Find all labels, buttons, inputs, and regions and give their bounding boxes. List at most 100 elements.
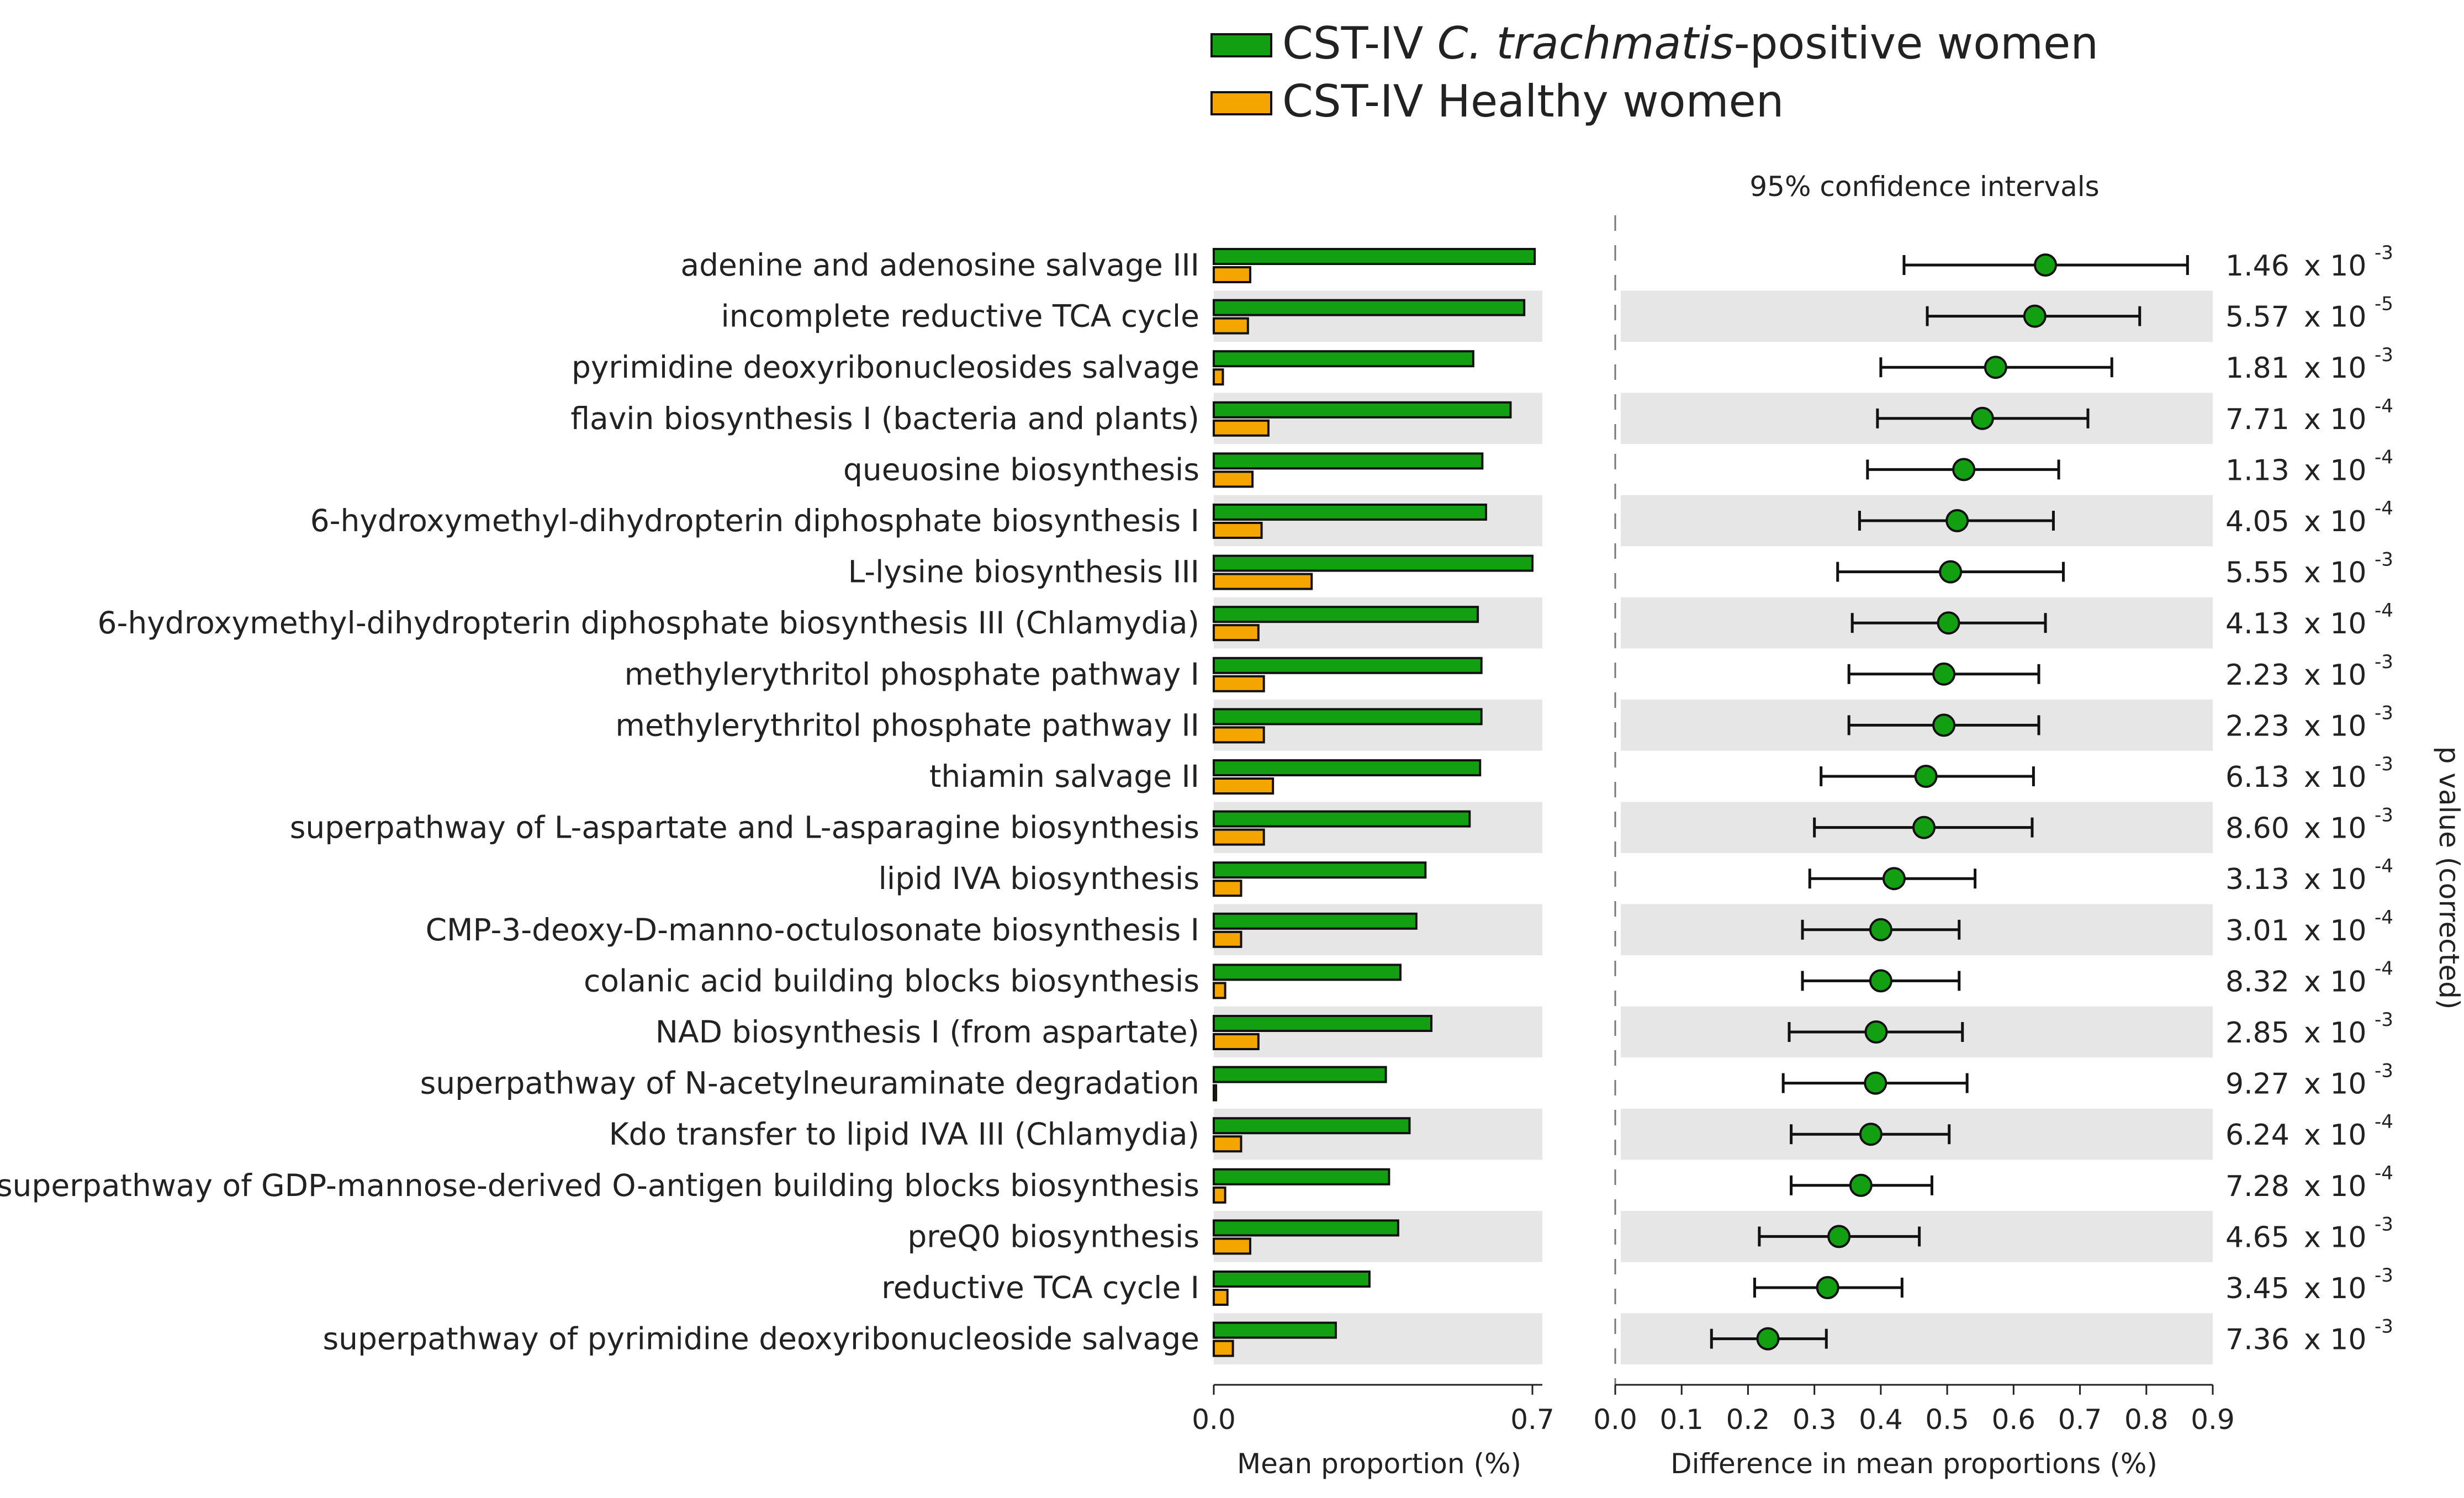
bar-ctrach-positive xyxy=(1213,708,1483,726)
ci-point-marker xyxy=(1932,713,1956,737)
legend-label-1: CST-IV C. trachmatis-positive women xyxy=(1282,18,2098,69)
p-value-mantissa: 1.13 xyxy=(2225,454,2289,487)
category-label: L-lysine biosynthesis III xyxy=(848,554,1199,590)
ci-point-marker xyxy=(1869,969,1892,993)
ci-x-tick-label: 0.2 xyxy=(1726,1404,1770,1436)
category-label: methylerythritol phosphate pathway II xyxy=(615,707,1199,743)
bar-healthy xyxy=(1213,419,1270,437)
bar-panel: adenine and adenosine salvage III incompl… xyxy=(0,247,1554,1480)
bar-healthy xyxy=(1213,1186,1226,1204)
ci-point-marker xyxy=(1882,867,1906,891)
ci-point-marker xyxy=(1859,1123,1883,1146)
ci-point-marker xyxy=(1869,918,1892,941)
ci-point-marker xyxy=(1864,1071,1887,1095)
row-stripes xyxy=(1214,290,2213,1364)
p-value-mantissa: 4.13 xyxy=(2225,607,2289,641)
bar-ctrach-positive xyxy=(1213,1271,1371,1288)
p-value-exponent: -4 xyxy=(2375,446,2393,468)
ci-point-marker xyxy=(1912,816,1936,839)
bar-healthy xyxy=(1213,1084,1218,1102)
category-label: 6-hydroxymethyl-dihydropterin diphosphat… xyxy=(310,503,1199,538)
legend-label-2: CST-IV Healthy women xyxy=(1282,76,1784,127)
ci-x-tick-label: 0.0 xyxy=(1593,1404,1637,1436)
legend-label-1-part1: CST-IV xyxy=(1282,18,1437,69)
category-label: superpathway of pyrimidine deoxyribonucl… xyxy=(322,1321,1199,1357)
bar-ctrach-positive xyxy=(1213,1015,1433,1032)
p-value-exponent: -3 xyxy=(2375,804,2393,827)
bar-healthy xyxy=(1213,266,1251,283)
p-value-axis-label: p value (corrected) xyxy=(2433,747,2464,1010)
ci-point-marker xyxy=(1932,662,1956,686)
p-value-base: x 10 xyxy=(2304,761,2366,794)
bar-ctrach-positive xyxy=(1213,452,1484,470)
p-value-base: x 10 xyxy=(2304,607,2366,641)
p-value-exponent: -3 xyxy=(2375,1213,2393,1235)
bar-healthy xyxy=(1213,777,1275,795)
p-value-exponent: -3 xyxy=(2375,549,2393,571)
category-label: 6-hydroxymethyl-dihydropterin diphosphat… xyxy=(98,605,1199,641)
category-label: queuosine biosynthesis xyxy=(843,452,1199,487)
p-value-exponent: -4 xyxy=(2375,1162,2393,1184)
legend-label-2-part1: CST-IV Healthy women xyxy=(1282,76,1784,127)
ci-point-marker xyxy=(1952,458,1976,481)
ci-x-tick-label: 0.1 xyxy=(1659,1404,1704,1436)
legend-swatch-1 xyxy=(1210,33,1272,57)
p-value-exponent: -4 xyxy=(2375,907,2393,929)
p-value-mantissa: 6.24 xyxy=(2225,1119,2289,1152)
category-label: superpathway of L-aspartate and L-aspara… xyxy=(290,810,1199,845)
bar-healthy xyxy=(1213,573,1313,590)
ci-point-marker xyxy=(1756,1327,1780,1351)
p-value-exponent: -4 xyxy=(2375,395,2393,417)
p-value-base: x 10 xyxy=(2304,250,2366,283)
p-value-exponent: -3 xyxy=(2375,753,2393,775)
p-value-mantissa: 9.27 xyxy=(2225,1068,2289,1101)
bar-x-tick-label: 0.0 xyxy=(1192,1404,1236,1436)
bar-ctrach-positive xyxy=(1213,504,1487,521)
category-label: adenine and adenosine salvage III xyxy=(680,247,1199,283)
p-value-base: x 10 xyxy=(2304,1068,2366,1101)
bar-healthy xyxy=(1213,726,1265,744)
p-value-exponent: -4 xyxy=(2375,855,2393,877)
p-value-base: x 10 xyxy=(2304,659,2366,692)
p-value-mantissa: 1.81 xyxy=(2225,352,2289,385)
p-value-mantissa: 2.23 xyxy=(2225,659,2289,692)
p-value-mantissa: 5.55 xyxy=(2225,557,2289,590)
ci-point-marker xyxy=(1939,560,1963,584)
bar-ctrach-positive xyxy=(1213,1168,1390,1185)
ci-panel-title: 95% confidence intervals xyxy=(1749,171,2099,203)
ci-point-marker xyxy=(1984,356,2007,379)
p-value-base: x 10 xyxy=(2304,505,2366,538)
category-label: preQ0 biosynthesis xyxy=(907,1219,1199,1254)
p-value-base: x 10 xyxy=(2304,1170,2366,1203)
p-value-base: x 10 xyxy=(2304,557,2366,590)
p-value-mantissa: 4.05 xyxy=(2225,505,2289,538)
p-value-exponent: -4 xyxy=(2375,1111,2393,1133)
p-value-base: x 10 xyxy=(2304,352,2366,385)
bar-healthy xyxy=(1213,470,1254,488)
ci-point-marker xyxy=(1849,1173,1873,1197)
p-value-mantissa: 3.13 xyxy=(2225,863,2289,896)
p-value-exponent: -4 xyxy=(2375,957,2393,980)
p-value-base: x 10 xyxy=(2304,403,2366,436)
ci-x-axis-title: Difference in mean proportions (%) xyxy=(1670,1448,2158,1480)
bar-x-tick-label: 0.7 xyxy=(1510,1404,1554,1436)
bar-healthy xyxy=(1213,1135,1242,1153)
p-value-base: x 10 xyxy=(2304,863,2366,896)
bar-ctrach-positive xyxy=(1213,1066,1387,1083)
category-label: flavin biosynthesis I (bacteria and plan… xyxy=(570,401,1199,436)
p-value-base: x 10 xyxy=(2304,710,2366,743)
legend-label-1-italic: C. trachmatis xyxy=(1437,18,1734,69)
confidence-interval-panel: 0.0 0.1 0.2 0.3 0.4 0.5 0.6 0.7 0.8 0.9 Difference… xyxy=(1593,215,2235,1480)
p-value-base: x 10 xyxy=(2304,965,2366,998)
p-value-exponent: -5 xyxy=(2375,293,2393,315)
category-label: thiamin salvage II xyxy=(929,759,1199,794)
p-value-base: x 10 xyxy=(2304,1272,2366,1305)
ci-point-marker xyxy=(1937,611,1960,635)
bar-ctrach-positive xyxy=(1213,1117,1411,1135)
bar-ctrach-positive xyxy=(1213,759,1482,776)
bar-healthy xyxy=(1213,522,1263,539)
p-value-mantissa: 3.01 xyxy=(2225,914,2289,948)
p-value-base: x 10 xyxy=(2304,1119,2366,1152)
bar-healthy xyxy=(1213,624,1260,642)
